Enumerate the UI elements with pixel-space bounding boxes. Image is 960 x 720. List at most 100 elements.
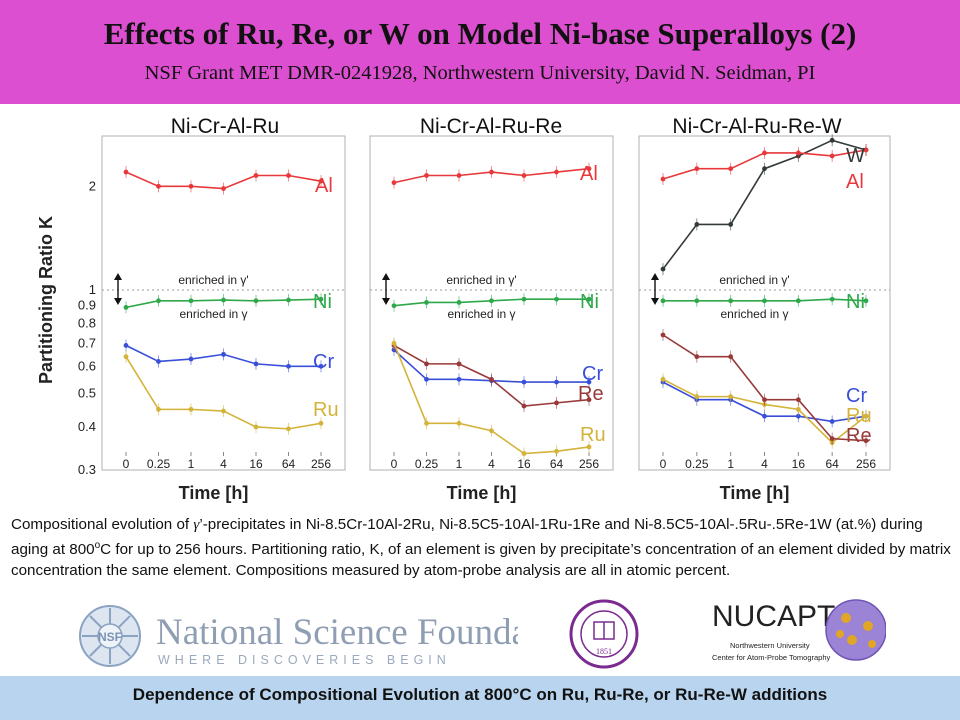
arrow-up-icon (114, 272, 122, 280)
caption-gamma: γ (193, 516, 200, 533)
data-point (188, 183, 194, 189)
arrow-up-icon (382, 272, 390, 280)
data-point (694, 222, 700, 227)
data-point (660, 376, 666, 382)
data-point (318, 178, 324, 184)
x-tick-label: 0.25 (685, 457, 709, 471)
data-point (221, 186, 226, 191)
annotation-enriched-gamma-prime: enriched in γ' (446, 273, 516, 287)
x-tick-label: 1 (727, 457, 734, 471)
data-point (188, 406, 194, 412)
data-point (554, 448, 559, 454)
data-point (829, 153, 835, 159)
data-point (489, 428, 494, 434)
x-tick-label: 16 (792, 457, 806, 471)
data-point (863, 298, 869, 304)
x-tick-label: 256 (311, 457, 331, 471)
data-point (554, 379, 559, 385)
data-point (456, 173, 462, 178)
data-point (728, 222, 734, 227)
data-point (253, 424, 259, 430)
x-tick-label: 64 (282, 457, 296, 471)
x-axis-label: Time [h] (179, 483, 249, 503)
atom-lattice-icon (825, 599, 886, 661)
data-point (762, 166, 767, 172)
x-tick-label: 256 (856, 457, 876, 471)
data-point (728, 298, 734, 304)
data-point (424, 420, 429, 426)
data-point (795, 150, 801, 156)
series-label-ni: Ni (580, 291, 599, 313)
data-point (660, 332, 666, 338)
annotation-enriched-gamma-prime: enriched in γ' (178, 273, 248, 287)
data-point (221, 408, 226, 414)
y-tick-label: 1 (89, 282, 96, 297)
data-point (586, 166, 592, 172)
data-point (123, 169, 129, 175)
data-point (762, 298, 767, 304)
data-point (521, 173, 527, 178)
series-label-ni: Ni (313, 291, 332, 313)
data-point (728, 394, 734, 400)
data-point (286, 426, 291, 432)
data-point (318, 363, 324, 369)
series-label-al: Al (846, 171, 864, 193)
y-tick-label: 0.4 (78, 419, 96, 434)
data-point (221, 297, 226, 303)
series-label-cr: Cr (313, 351, 334, 373)
data-point (286, 173, 291, 178)
x-tick-label: 0 (391, 457, 398, 471)
data-point (554, 400, 559, 406)
data-point (456, 420, 462, 426)
y-tick-label: 0.3 (78, 462, 96, 477)
y-tick-label: 0.6 (78, 358, 96, 373)
annotation-enriched-gamma: enriched in γ (447, 307, 515, 321)
x-tick-label: 0 (660, 457, 667, 471)
slide-title: Effects of Ru, Re, or W on Model Ni-base… (103, 16, 857, 51)
data-point (554, 169, 559, 175)
data-point (829, 436, 835, 442)
panel-title-1: Ni-Cr-Al-Ru (171, 115, 280, 138)
x-tick-label: 0 (123, 457, 130, 471)
data-point (521, 451, 527, 456)
data-point (829, 419, 835, 424)
data-point (156, 183, 161, 189)
x-tick-label: 16 (517, 457, 531, 471)
data-point (554, 296, 559, 302)
data-point (795, 413, 801, 419)
data-point (391, 340, 397, 346)
data-point (253, 298, 259, 304)
seal-year: 1851 (596, 647, 612, 656)
data-point (188, 356, 194, 362)
footer-banner (0, 676, 960, 720)
series-label-al: Al (315, 175, 333, 197)
caption-degree: o (94, 540, 101, 551)
data-point (253, 173, 259, 178)
data-point (424, 376, 429, 382)
data-point (424, 173, 429, 178)
data-point (318, 296, 324, 302)
data-point (762, 150, 767, 156)
caption-text-3: C for up to 256 hours. Partitioning rati… (11, 541, 951, 580)
x-tick-label: 256 (579, 457, 599, 471)
data-point (156, 406, 161, 412)
data-point (286, 363, 291, 369)
data-point (456, 376, 462, 382)
data-point (694, 354, 700, 360)
panel-title-2: Ni-Cr-Al-Ru-Re (420, 115, 562, 138)
data-point (795, 406, 801, 412)
x-tick-label: 0.25 (415, 457, 439, 471)
data-point (863, 413, 869, 419)
x-tick-label: 64 (550, 457, 564, 471)
data-point (586, 397, 592, 403)
series-label-ru: Ru (313, 399, 339, 421)
figure-caption: Compositional evolution of γ’-precipitat… (11, 514, 951, 581)
arrow-down-icon (382, 297, 390, 305)
chart-panel-1: enriched in γ' enriched in γ 0 0.25 1 4 16 64 25… (101, 135, 346, 503)
data-point (829, 137, 835, 143)
arrow-up-icon (651, 272, 659, 280)
chart-panel-2: enriched in γ' enriched in γ 0 0.25 1 4 16 64 25… (369, 135, 614, 503)
caption-text-1: Compositional evolution of (11, 516, 194, 533)
nucapt-line1: Northwestern University (730, 641, 810, 650)
